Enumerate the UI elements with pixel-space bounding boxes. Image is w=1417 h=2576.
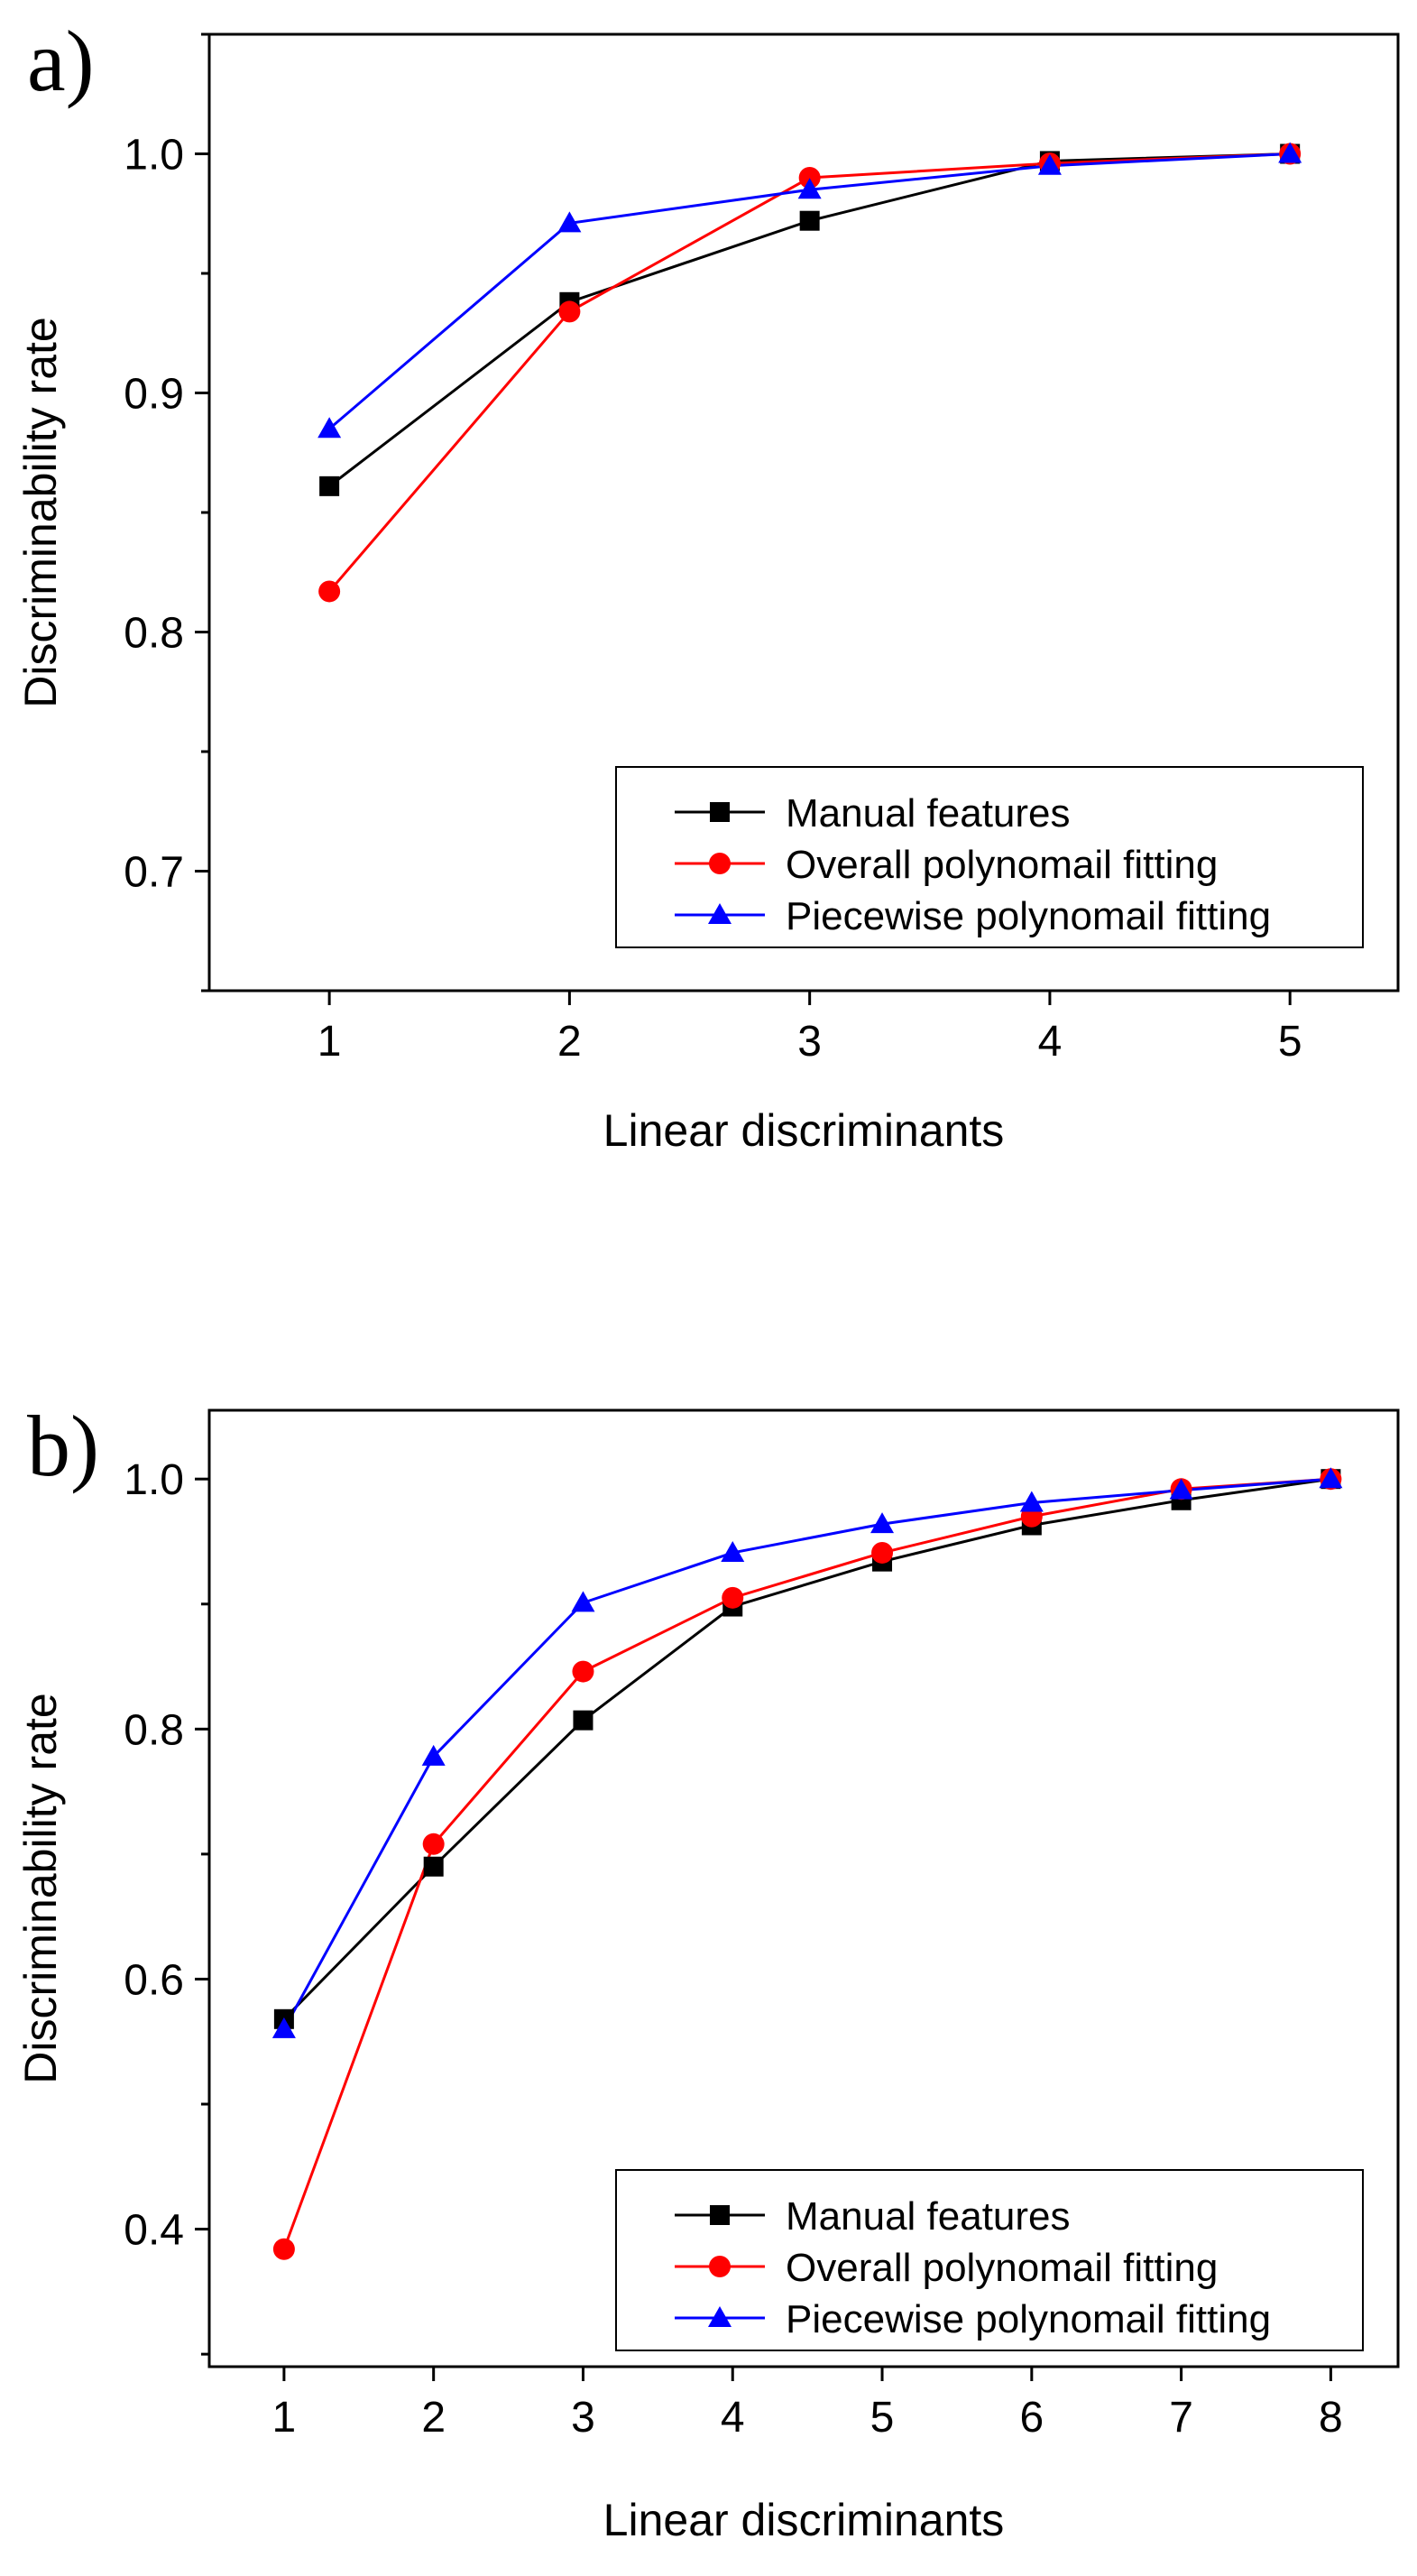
- panel-a-legend-box: [615, 766, 1364, 948]
- y-tick-label: 1.0: [124, 132, 184, 180]
- x-tick-label: 1: [272, 2394, 297, 2442]
- panel-b-series: [271, 1467, 1343, 2260]
- data-point-circle: [422, 1833, 445, 1855]
- series-line-square: [328, 152, 1291, 488]
- data-point-triangle: [797, 178, 822, 199]
- panel-b-plot-frame: [207, 1408, 1400, 2368]
- panel-a-label: a): [27, 13, 95, 109]
- panel-b-legend-box: [615, 2169, 1364, 2351]
- x-tick-label: 4: [1038, 1018, 1063, 1066]
- data-point-square: [799, 210, 820, 231]
- data-point-circle: [871, 1541, 894, 1564]
- x-tick-label: 8: [1319, 2394, 1343, 2442]
- x-tick-label: 3: [571, 2394, 595, 2442]
- x-tick-label: 6: [1019, 2394, 1044, 2442]
- y-tick-label: 0.9: [124, 371, 184, 419]
- legend-label: Overall polynomail fitting: [786, 843, 1218, 887]
- panel-a-y-axis: 0.7 0.8 0.9 1.0: [124, 32, 209, 993]
- data-point-circle: [722, 1586, 744, 1609]
- series-line-square: [282, 1477, 1331, 2020]
- x-tick-label: 1: [317, 1018, 342, 1066]
- data-point-square: [319, 475, 340, 496]
- panel-b-label: b): [27, 1398, 99, 1494]
- legend-label: Manual features: [786, 791, 1071, 836]
- legend-marker-circle: [709, 853, 731, 874]
- legend-marker-square: [710, 2205, 730, 2225]
- data-point-circle: [318, 580, 341, 603]
- data-point-triangle: [721, 1540, 745, 1562]
- data-point-square: [573, 1710, 593, 1731]
- panel-a-y-axis-label: Discriminability rate: [15, 317, 66, 707]
- panel-a-series: [317, 142, 1302, 603]
- x-tick-label: 3: [797, 1018, 822, 1066]
- x-tick-label: 2: [421, 2394, 446, 2442]
- panel-b-legend: Manual features Overall polynomail fittin…: [615, 2169, 1364, 2351]
- series-line-triangle: [282, 1477, 1331, 2030]
- y-tick-label: 0.8: [124, 610, 184, 658]
- data-point-circle: [272, 2238, 295, 2260]
- data-point-triangle: [317, 417, 342, 439]
- x-tick-label: 7: [1169, 2394, 1193, 2442]
- data-point-triangle: [1278, 142, 1302, 163]
- legend-label: Piecewise polynomail fitting: [786, 2297, 1271, 2341]
- y-tick-label: 0.6: [124, 1956, 184, 2004]
- data-point-triangle: [557, 211, 582, 233]
- panel-a-legend: Manual features Overall polynomail fittin…: [615, 766, 1364, 948]
- panel-b-x-axis-label: Linear discriminants: [603, 2495, 1005, 2545]
- panel-b: b) 0.4 0.6 0.8 1.0 1 2 3 4 5 6 7 8 Linear discrimi…: [15, 1398, 1400, 2545]
- panel-b-y-axis: 0.4 0.6 0.8 1.0: [124, 1456, 209, 2356]
- data-point-triangle: [1319, 1467, 1343, 1489]
- legend-marker-triangle: [708, 903, 732, 924]
- data-point-triangle: [271, 2017, 296, 2038]
- data-point-triangle: [870, 1512, 895, 1534]
- legend-marker-circle: [709, 2256, 731, 2277]
- legend-marker-square: [710, 802, 730, 822]
- y-tick-label: 0.8: [124, 1706, 184, 1754]
- legend-label: Piecewise polynomail fitting: [786, 894, 1271, 938]
- data-point-triangle: [421, 1744, 446, 1766]
- data-point-circle: [798, 167, 821, 189]
- legend-marker-triangle: [708, 2306, 732, 2327]
- panel-b-y-axis-label: Discriminability rate: [15, 1693, 66, 2083]
- panel-a-x-axis: 1 2 3 4 5: [317, 991, 1302, 1066]
- data-point-triangle: [571, 1591, 595, 1612]
- x-tick-label: 4: [721, 2394, 745, 2442]
- legend-label: Overall polynomail fitting: [786, 2246, 1218, 2290]
- data-point-circle: [572, 1660, 594, 1683]
- data-point-triangle: [1169, 1478, 1193, 1500]
- panel-a: a) 0.7 0.8 0.9 1.0 1 2 3 4 5 Linear discriminan…: [15, 13, 1400, 1156]
- panel-a-x-axis-label: Linear discriminants: [603, 1105, 1005, 1156]
- data-point-triangle: [1037, 153, 1062, 175]
- data-point-triangle: [1019, 1491, 1044, 1512]
- legend-label: Manual features: [786, 2194, 1071, 2239]
- x-tick-label: 5: [870, 2394, 895, 2442]
- x-tick-label: 2: [557, 1018, 582, 1066]
- panel-b-x-axis: 1 2 3 4 5 6 7 8: [272, 2367, 1343, 2442]
- y-tick-label: 0.4: [124, 2207, 184, 2255]
- y-tick-label: 1.0: [124, 1456, 184, 1504]
- data-point-square: [423, 1856, 444, 1877]
- x-tick-label: 5: [1278, 1018, 1302, 1066]
- y-tick-label: 0.7: [124, 849, 184, 897]
- data-point-circle: [558, 300, 581, 323]
